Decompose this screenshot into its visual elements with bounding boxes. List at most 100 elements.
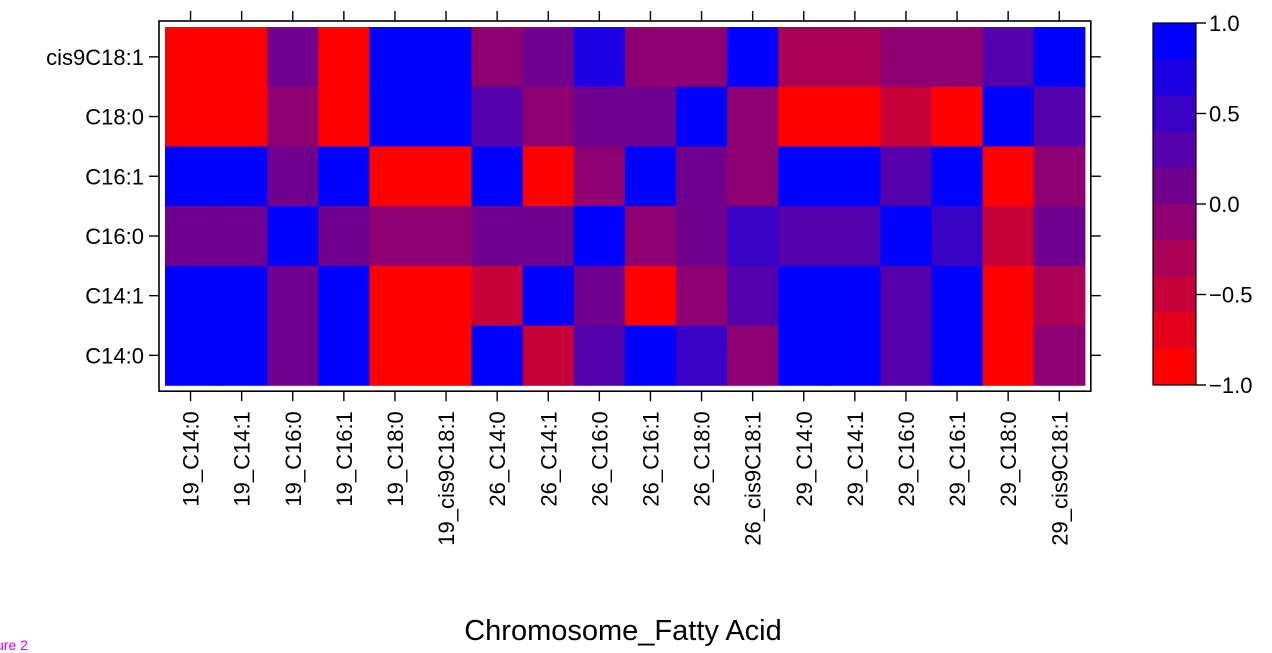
heatmap-cell (420, 325, 473, 386)
x-axis-title: Chromosome_Fatty Acid (464, 615, 782, 646)
colorbar-swatch (1153, 131, 1196, 169)
heatmap-cell (727, 27, 779, 88)
heatmap-cell (880, 146, 933, 207)
heatmap-cell (931, 86, 984, 147)
heatmap-cell (522, 206, 575, 267)
heatmap-cell (931, 146, 984, 207)
heatmap-cell (420, 27, 473, 88)
x-tick-label: 29_C14:1 (843, 411, 868, 506)
heatmap-cell (267, 325, 319, 386)
heatmap-cell (624, 265, 677, 327)
heatmap-cell (931, 206, 984, 267)
heatmap-cell (1033, 27, 1086, 88)
colorbar-swatch (1153, 276, 1196, 314)
x-tick-label: 29_C16:0 (894, 411, 919, 506)
heatmap-cell (982, 325, 1035, 386)
heatmap-cell (676, 265, 728, 327)
x-tick-label: 19_C16:0 (281, 411, 306, 506)
heatmap-cell (880, 27, 933, 88)
heatmap-cell (165, 265, 217, 327)
x-axis: 19_C14:0 19_C14:1 19_C16:0 19_C16:1 19_C18:0… (179, 11, 1072, 546)
x-tick-label: 29_C16:1 (945, 411, 970, 506)
heatmap-cell (880, 265, 933, 327)
heatmap-cell (522, 265, 575, 327)
heatmap-cell (982, 206, 1035, 267)
x-tick-label: 26_C16:0 (587, 411, 612, 506)
colorbar-swatch (1153, 240, 1196, 277)
x-tick-label: 29_C18:0 (996, 411, 1021, 506)
heatmap-cell (982, 27, 1035, 88)
heatmap-cell (1033, 146, 1086, 207)
heatmap-cell (573, 265, 626, 327)
heatmap-cell (216, 206, 268, 267)
heatmap-cell (624, 206, 677, 267)
heatmap-cell (624, 325, 677, 386)
x-tick-label: 19_C16:1 (332, 411, 357, 506)
heatmap-cells (165, 27, 1086, 386)
heatmap-cell (369, 325, 422, 386)
heatmap-cell (471, 206, 524, 267)
colorbar-swatch (1153, 204, 1196, 241)
heatmap-cell (624, 27, 677, 88)
heatmap-cell (727, 325, 779, 386)
heatmap-cell (829, 206, 881, 267)
heatmap-cell (829, 86, 881, 147)
heatmap-cell (829, 27, 881, 88)
heatmap-cell (778, 86, 830, 147)
figure-tag: ure 2 (0, 637, 28, 653)
heatmap-cell (982, 86, 1035, 147)
heatmap-cell (1033, 206, 1086, 267)
heatmap-cell (880, 325, 933, 386)
colorbar-swatch (1153, 167, 1196, 205)
colorbar-swatch (1153, 23, 1196, 60)
heatmap-cell (829, 265, 881, 327)
heatmap-cell (267, 265, 319, 327)
colorbar-swatch (1153, 312, 1196, 350)
heatmap-cell (471, 86, 524, 147)
x-tick-label: 26_C18:0 (690, 411, 715, 506)
heatmap-cell (420, 86, 473, 147)
colorbar: 1.0 0.5 0.0 −0.5 −1.0 (1152, 11, 1252, 398)
heatmap-cell (471, 325, 524, 386)
heatmap-cell (318, 146, 370, 207)
heatmap-cell (573, 86, 626, 147)
heatmap-cell (778, 265, 830, 327)
heatmap-cell (778, 325, 830, 386)
heatmap-cell (676, 206, 728, 267)
heatmap-cell (318, 86, 370, 147)
heatmap-cell (727, 146, 779, 207)
heatmap-cell (216, 146, 268, 207)
x-tick-label: 19_C18:0 (383, 411, 408, 506)
heatmap-cell (778, 146, 830, 207)
heatmap-cell (880, 86, 933, 147)
heatmap-cell (369, 146, 422, 207)
heatmap-cell (420, 146, 473, 207)
heatmap-cell (471, 27, 524, 88)
heatmap-cell (573, 146, 626, 207)
heatmap-cell (216, 325, 268, 386)
heatmap-cell (369, 27, 422, 88)
heatmap-cell (369, 86, 422, 147)
y-tick-label: C14:1 (85, 284, 144, 309)
heatmap-cell (522, 146, 575, 207)
heatmap-cell (522, 27, 575, 88)
heatmap-cell (165, 27, 217, 88)
colorbar-swatch (1153, 59, 1196, 96)
heatmap-cell (676, 146, 728, 207)
heatmap-cell (573, 325, 626, 386)
heatmap-cell (318, 27, 370, 88)
heatmap-cell (829, 146, 881, 207)
x-tick-label: 26_C16:1 (639, 411, 664, 506)
heatmap-cell (318, 325, 370, 386)
colorbar-tick-label: −1.0 (1209, 373, 1252, 398)
heatmap-cell (624, 86, 677, 147)
heatmap-cell (931, 265, 984, 327)
x-tick-label: 19_cis9C18:1 (434, 411, 459, 546)
x-tick-label: 26_cis9C18:1 (741, 411, 766, 546)
heatmap-cell (471, 146, 524, 207)
heatmap-cell (165, 86, 217, 147)
heatmap-cell (1033, 325, 1086, 386)
y-axis: cis9C18:1 C18:0 C16:1 C16:0 C14:1 C14:0 (46, 45, 1101, 368)
x-tick-label: 19_C14:1 (230, 411, 255, 506)
y-tick-label: C16:0 (85, 224, 144, 249)
